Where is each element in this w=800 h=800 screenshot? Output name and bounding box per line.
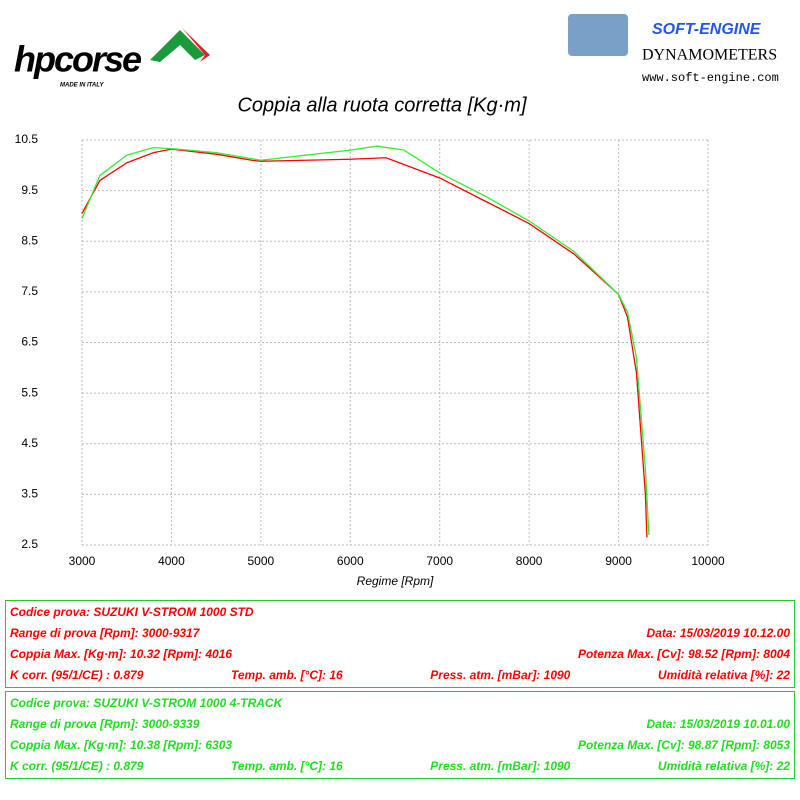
data-line <box>81 148 648 538</box>
info-field: K corr. (95/1/CE) : 0.879 <box>10 759 144 773</box>
info-field: Umidità relativa [%]: 22 <box>657 759 790 773</box>
chart-title: Coppia alla ruota corretta [Kg·m] <box>237 94 526 116</box>
y-tick-label: 8.5 <box>21 233 38 247</box>
y-tick-label: 7.5 <box>21 284 38 298</box>
info-field: Codice prova: SUZUKI V-STROM 1000 4-TRAC… <box>10 696 283 710</box>
info-field: Coppia Max. [Kg·m]: 10.32 [Rpm]: 4016 <box>10 647 233 661</box>
x-tick-label: 3000 <box>69 554 96 568</box>
info-field: Temp. amb. [°C]: 16 <box>230 668 343 682</box>
dyno-type: DYNAMOMETERS <box>642 47 777 64</box>
info-field: Range di prova [Rpm]: 3000-9339 <box>10 717 200 731</box>
brand: hpcorse <box>14 39 142 80</box>
info-field: Temp. amb. [°C]: 16 <box>230 759 343 773</box>
info-field: Press. atm. [mBar]: 1090 <box>430 668 571 682</box>
info-row: Coppia Max. [Kg·m]: 10.38 [Rpm]: 6303 Pot… <box>10 735 790 756</box>
y-tick-label: 10.5 <box>15 132 39 146</box>
info-field: Umidità relativa [%]: 22 <box>657 668 790 682</box>
info-field: Data: 15/03/2019 10.01.00 <box>646 717 790 731</box>
info-row: Codice prova: SUZUKI V-STROM 1000 STD <box>10 602 790 623</box>
y-tick-label: 2.5 <box>21 537 38 551</box>
dyno-site: www.soft-engine.com <box>642 71 779 85</box>
info-row: Coppia Max. [Kg·m]: 10.32 [Rpm]: 4016 Pot… <box>10 644 790 665</box>
logo-swoosh <box>150 30 205 62</box>
x-tick-label: 4000 <box>158 554 185 568</box>
info-field: Codice prova: SUZUKI V-STROM 1000 STD <box>10 605 254 619</box>
info-field: Coppia Max. [Kg·m]: 10.38 [Rpm]: 6303 <box>10 738 233 752</box>
info-row: Range di prova [Rpm]: 3000-9339 Data: 15/… <box>10 714 790 735</box>
y-tick-label: 3.5 <box>21 487 38 501</box>
brand-tagline: MADE IN ITALY <box>60 83 104 89</box>
y-tick-label: 5.5 <box>21 385 38 399</box>
info-box: Codice prova: SUZUKI V-STROM 1000 STD Ran… <box>5 600 795 688</box>
info-boxes: Codice prova: SUZUKI V-STROM 1000 STD Ran… <box>5 600 795 782</box>
info-field: K corr. (95/1/CE) : 0.879 <box>10 668 144 682</box>
x-tick-label: 9000 <box>605 554 632 568</box>
info-box: Codice prova: SUZUKI V-STROM 1000 4-TRAC… <box>5 691 795 779</box>
info-row: Codice prova: SUZUKI V-STROM 1000 4-TRAC… <box>10 693 790 714</box>
info-field: Potenza Max. [Cv]: 98.52 [Rpm]: 8004 <box>577 647 790 661</box>
x-tick-label: 7000 <box>426 554 453 568</box>
info-row: K corr. (95/1/CE) : 0.879 Temp. amb. [°C]… <box>10 665 790 686</box>
x-tick-label: 10000 <box>691 554 725 568</box>
info-row: Range di prova [Rpm]: 3000-9317 Data: 15/… <box>10 623 790 644</box>
x-tick-label: 8000 <box>516 554 543 568</box>
dyno-brand: SOFT-ENGINE <box>652 21 762 38</box>
x-tick-label: 6000 <box>337 554 364 568</box>
chart: hpcorse MADE IN ITALY SOFT-ENGINE DYNAMO… <box>14 14 779 588</box>
y-tick-label: 6.5 <box>21 335 38 349</box>
y-tick-label: 9.5 <box>21 183 38 197</box>
data-line <box>81 145 650 535</box>
x-tick-label: 5000 <box>248 554 275 568</box>
info-field: Data: 15/03/2019 10.12.00 <box>646 626 790 640</box>
y-tick-label: 4.5 <box>21 436 38 450</box>
x-axis-label: Regime [Rpm] <box>357 574 434 588</box>
info-field: Potenza Max. [Cv]: 98.87 [Rpm]: 8053 <box>577 738 790 752</box>
info-field: Press. atm. [mBar]: 1090 <box>430 759 571 773</box>
dyno-logo <box>568 14 628 56</box>
info-row: K corr. (95/1/CE) : 0.879 Temp. amb. [°C]… <box>10 756 790 777</box>
info-field: Range di prova [Rpm]: 3000-9317 <box>10 626 200 640</box>
